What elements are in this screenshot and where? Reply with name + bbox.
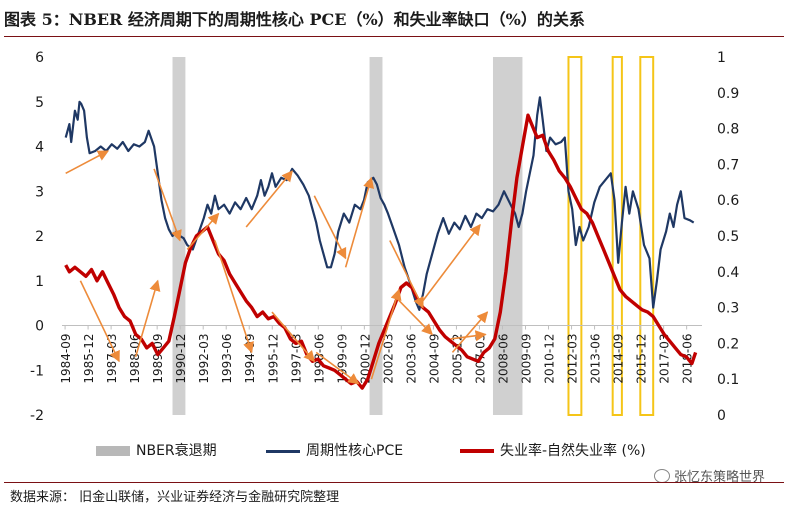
trend-arrow-3 bbox=[153, 168, 182, 242]
trend-arrow-5 bbox=[214, 240, 254, 354]
x-tick-label: 2012-03 bbox=[566, 334, 580, 384]
x-tick-label: 2013-06 bbox=[589, 334, 603, 384]
trend-arrow-9 bbox=[315, 351, 360, 385]
y-right-tick: 0.6 bbox=[717, 193, 739, 209]
legend-pce-label: 周期性核心PCE bbox=[306, 443, 404, 459]
y-left-tick: 4 bbox=[35, 140, 44, 156]
x-tick-label: 2004-09 bbox=[427, 334, 441, 384]
y-left-tick: -2 bbox=[30, 408, 44, 424]
y-left-tick: 1 bbox=[35, 274, 44, 290]
legend-gap: 失业率-自然失业率 (%) bbox=[460, 440, 646, 460]
x-tick-label: 1990-12 bbox=[174, 334, 188, 384]
y-right-tick: 0.8 bbox=[717, 122, 739, 138]
series-lines bbox=[64, 96, 698, 390]
chart-area: -2 -1 0 1 2 3 4 5 6 0 0.1 0.2 0.3 0.4 0.5 0.6 0.7 0.8 0.9 1… bbox=[30, 50, 739, 424]
x-tick-label: 2009-09 bbox=[520, 334, 534, 384]
y-right-tick: 0 bbox=[717, 408, 726, 424]
legend-gap-label: 失业率-自然失业率 (%) bbox=[500, 443, 646, 459]
trend-arrow-8 bbox=[313, 195, 347, 260]
x-tick-label: 2017-03 bbox=[658, 334, 672, 384]
y-right-tick: 1 bbox=[717, 50, 726, 66]
trend-arrow-6 bbox=[245, 170, 293, 228]
y-right-tick: 0.5 bbox=[717, 229, 739, 245]
x-tick-label: 2008-06 bbox=[496, 334, 510, 384]
legend-recession-label: NBER衰退期 bbox=[136, 443, 217, 459]
highlight-box-1 bbox=[611, 56, 623, 416]
axes: -2 -1 0 1 2 3 4 5 6 0 0.1 0.2 0.3 0.4 0.5 0.6 0.7 0.8 0.9 1… bbox=[30, 50, 739, 424]
y-right-tick: 0.2 bbox=[717, 336, 739, 352]
x-tick-label: 1985-12 bbox=[82, 334, 96, 384]
x-tick-label: 1992-03 bbox=[197, 334, 211, 384]
legend-pce: 周期性核心PCE bbox=[266, 440, 403, 460]
trend-arrow-11 bbox=[370, 288, 402, 380]
y-right-tick: 0.1 bbox=[717, 372, 739, 388]
recession-band-2 bbox=[492, 57, 523, 415]
y-left-tick: 2 bbox=[35, 229, 44, 245]
x-tick-label: 1995-12 bbox=[266, 334, 280, 384]
trend-arrow-15 bbox=[451, 311, 489, 353]
highlight-box-2 bbox=[639, 56, 655, 416]
trend-arrow-14 bbox=[420, 223, 481, 304]
x-tick-label: 2010-12 bbox=[543, 334, 557, 384]
trend-arrow-1 bbox=[79, 280, 120, 363]
trend-arrow-12 bbox=[389, 240, 424, 309]
pce-line bbox=[64, 96, 695, 311]
recession-swatch bbox=[96, 446, 130, 456]
y-right-tick: 0.3 bbox=[717, 301, 739, 317]
y-left-tick: -1 bbox=[30, 363, 44, 379]
trend-arrow-16 bbox=[450, 330, 487, 342]
title-divider bbox=[4, 36, 784, 37]
gap-line bbox=[64, 113, 698, 390]
gap-swatch bbox=[460, 449, 494, 453]
y-left-tick: 5 bbox=[35, 95, 44, 111]
y-right-tick: 0.4 bbox=[717, 265, 739, 281]
trend-arrow-10 bbox=[344, 176, 375, 268]
watermark-text: 张忆东策略世界 bbox=[673, 470, 765, 485]
x-tick-label: 1994-09 bbox=[243, 334, 257, 384]
x-tick-label: 1989-09 bbox=[151, 334, 165, 384]
watermark: 张忆东策略世界 bbox=[650, 466, 768, 485]
legend-recession: NBER衰退期 bbox=[96, 440, 217, 460]
chart-title: 图表 5：NBER 经济周期下的周期性核心 PCE（%）和失业率缺口（%）的关系 bbox=[4, 10, 585, 29]
x-tick-label: 1984-09 bbox=[59, 334, 73, 384]
x-tick-label: 2015-12 bbox=[635, 334, 649, 384]
y-right-tick: 0.9 bbox=[717, 86, 739, 102]
data-source: 数据来源： 旧金山联储，兴业证券经济与金融研究院整理 bbox=[10, 490, 340, 505]
trend-arrow-2 bbox=[134, 279, 161, 358]
trend-arrows bbox=[65, 150, 489, 385]
pce-swatch bbox=[266, 449, 300, 453]
footer-divider bbox=[4, 482, 784, 483]
x-tick-label: 1999-09 bbox=[335, 334, 349, 384]
x-tick-label: 2003-06 bbox=[404, 334, 418, 384]
wechat-icon bbox=[653, 469, 670, 483]
y-right-tick: 0.7 bbox=[717, 157, 739, 173]
x-tick-label: 2002-03 bbox=[381, 334, 395, 384]
trend-arrow-4 bbox=[186, 212, 220, 250]
trend-arrow-13 bbox=[396, 298, 433, 336]
y-left-tick: 0 bbox=[35, 319, 44, 335]
trend-arrow-7 bbox=[271, 311, 316, 363]
x-tick-label: 2014-09 bbox=[612, 334, 626, 384]
y-left-tick: 6 bbox=[35, 50, 44, 66]
trend-arrow-0 bbox=[65, 150, 110, 175]
x-tick-label: 1993-06 bbox=[220, 334, 234, 384]
y-left-tick: 3 bbox=[35, 184, 44, 200]
x-tick-label: 1997-03 bbox=[289, 334, 303, 384]
